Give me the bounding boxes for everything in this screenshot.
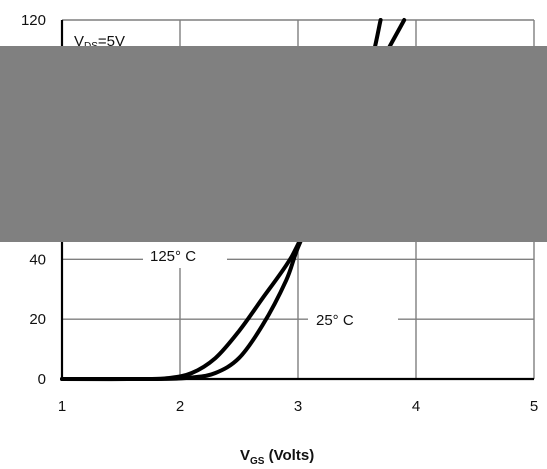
y-tick-label: 0 xyxy=(38,371,46,388)
y-tick-label: 20 xyxy=(29,311,46,328)
x-axis-title-sub: GS xyxy=(250,456,265,467)
label-25c: 25° C xyxy=(316,312,354,329)
x-axis-title-main: V xyxy=(240,447,250,464)
tick-labels: 1 2 3 4 5 0 20 40 120 xyxy=(21,12,538,415)
label-125c-box xyxy=(143,240,227,268)
y-tick-label: 120 xyxy=(21,12,46,29)
label-125c: 125° C xyxy=(150,248,196,265)
x-tick-label: 5 xyxy=(530,398,538,415)
condition-box xyxy=(66,28,162,50)
label-25c-box xyxy=(308,304,398,332)
condition-main: V xyxy=(74,33,84,50)
x-axis-title: VGS (Volts) xyxy=(240,447,314,467)
x-tick-label: 3 xyxy=(294,398,302,415)
x-axis-title-rest: (Volts) xyxy=(264,447,314,464)
gray-overlay xyxy=(0,46,547,242)
x-tick-label: 2 xyxy=(176,398,184,415)
x-tick-label: 4 xyxy=(412,398,420,415)
condition-rest: =5V xyxy=(98,33,125,50)
y-tick-label: 40 xyxy=(29,251,46,268)
x-tick-label: 1 xyxy=(58,398,66,415)
